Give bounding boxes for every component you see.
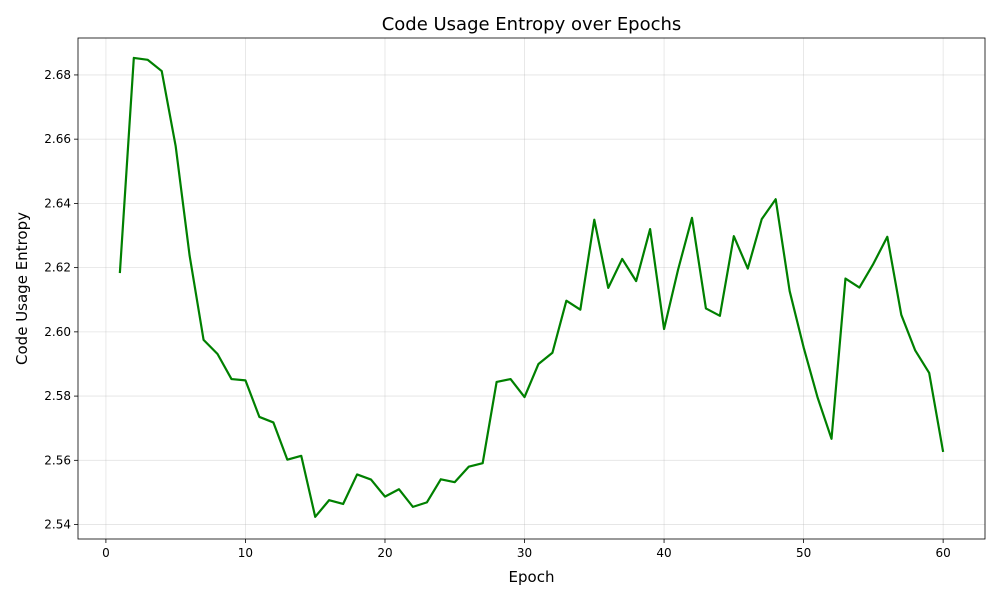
y-tick-label: 2.56 <box>44 453 71 467</box>
series-line-entropy <box>118 56 945 518</box>
plot-frame <box>77 37 986 540</box>
chart-title: Code Usage Entropy over Epochs <box>382 14 682 35</box>
x-tick-label: 60 <box>935 546 950 560</box>
x-tick-label: 0 <box>102 546 110 560</box>
y-axis-label: Code Usage Entropy <box>13 212 31 365</box>
y-tick-label: 2.60 <box>44 325 71 339</box>
x-tick-label: 20 <box>377 546 392 560</box>
grid <box>78 38 985 539</box>
y-tick-label: 2.66 <box>44 132 71 146</box>
y-tick-label: 2.58 <box>44 389 71 403</box>
x-tick-label: 30 <box>517 546 532 560</box>
x-tick-label: 50 <box>796 546 811 560</box>
y-tick-label: 2.68 <box>44 68 71 82</box>
ticks: 0 10 20 30 40 50 60 2.54 2.56 2.58 2.60 2.62 2.64 2.6… <box>44 68 950 560</box>
x-axis-label: Epoch <box>509 568 555 586</box>
y-tick-label: 2.64 <box>44 196 71 210</box>
x-tick-label: 40 <box>656 546 671 560</box>
y-tick-label: 2.62 <box>44 261 71 275</box>
series-layer <box>118 56 945 518</box>
x-tick-label: 10 <box>238 546 253 560</box>
y-tick-label: 2.54 <box>44 518 71 532</box>
